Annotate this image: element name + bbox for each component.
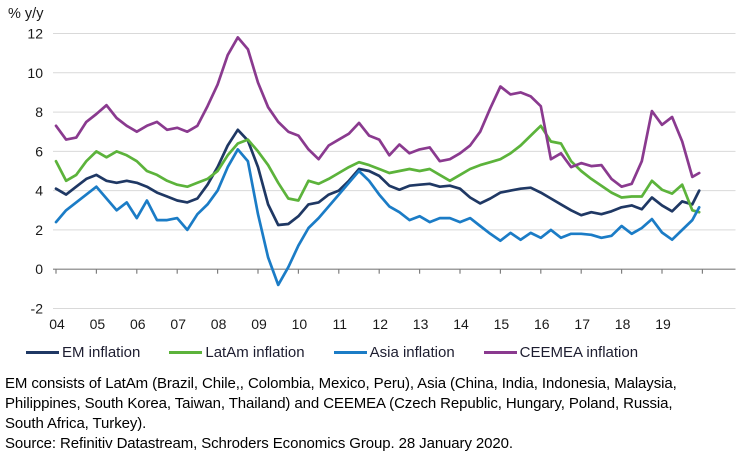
series-line-em [54, 128, 701, 227]
em-line-swatch [26, 350, 59, 355]
x-tick-label: 14 [453, 316, 469, 332]
legend-label-ceemea: CEEMEA inflation [519, 344, 639, 361]
y-tick-label: 12 [27, 26, 43, 42]
x-tick-label: 07 [170, 316, 186, 332]
legend-label-latam: LatAm inflation [205, 344, 305, 361]
series-line-latam [54, 124, 701, 214]
inflation-chart: 12 10 8 6 4 2 0 -2 04 05 06 07 08 09 10 11 12 13 14 15 16 17 1… [8, 6, 736, 332]
y-tick-label: 2 [35, 222, 43, 238]
x-tick-label: 12 [372, 316, 388, 332]
y-tick-label: 0 [35, 261, 43, 277]
latam-line-swatch [169, 350, 203, 355]
legend-label-asia: Asia inflation [369, 344, 455, 361]
legend-item-ceemea: CEEMEA inflation [483, 344, 639, 361]
legend: EM inflation LatAm inflation Asia inflat… [0, 344, 739, 361]
source-line: Source: Refinitiv Datastream, Schroders … [5, 435, 513, 452]
footnote: EM consists of LatAm (Brazil, Chile,, Co… [0, 374, 739, 454]
x-tick-label: 18 [615, 316, 631, 332]
y-tick-label: 6 [35, 143, 43, 159]
legend-item-asia: Asia inflation [333, 344, 455, 361]
x-tick-label: 11 [333, 316, 348, 332]
y-axis-unit-label: % y/y [8, 6, 44, 22]
y-tick-label: -2 [31, 300, 44, 316]
x-tick-label: 08 [211, 316, 227, 332]
x-tick-label: 04 [49, 316, 65, 332]
x-tick-label: 15 [494, 316, 510, 332]
x-tick-label: 17 [574, 316, 590, 332]
x-tick-label: 05 [90, 316, 106, 332]
footnote-line: EM consists of LatAm (Brazil, Chile,, Co… [5, 375, 677, 392]
series-line-asia [54, 148, 701, 287]
legend-item-em: EM inflation [26, 344, 140, 361]
x-tick-label: 09 [251, 316, 267, 332]
x-tick-label: 13 [413, 316, 429, 332]
x-tick-label: 19 [655, 316, 671, 332]
footnote-line: South Africa, Turkey). [5, 415, 147, 432]
y-tick-label: 8 [35, 104, 43, 120]
asia-line-swatch [333, 350, 367, 355]
x-tick-label: 16 [534, 316, 550, 332]
x-tick-label: 06 [130, 316, 146, 332]
legend-label-em: EM inflation [62, 344, 141, 361]
legend-item-latam: LatAm inflation [169, 344, 305, 361]
y-tick-label: 4 [35, 183, 43, 199]
footnote-line: Philippines, South Korea, Taiwan, Thaila… [5, 395, 673, 412]
ceemea-line-swatch [483, 350, 517, 355]
series-line-ceemea [54, 36, 701, 189]
y-tick-label: 10 [27, 65, 43, 81]
x-tick-label: 10 [292, 316, 308, 332]
